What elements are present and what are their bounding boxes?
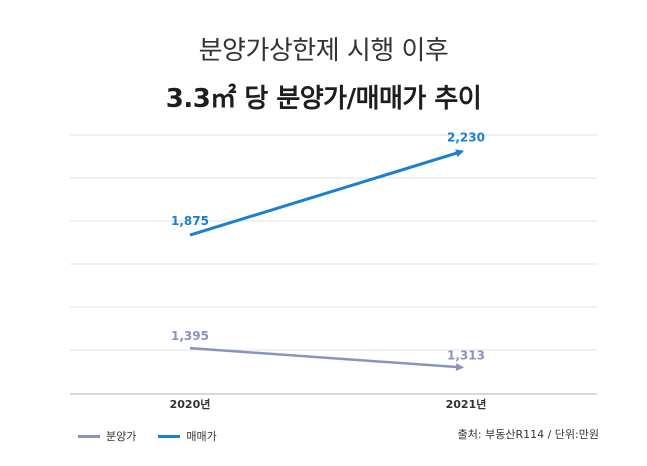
data-label: 1,875 [171,214,209,228]
legend-label-presale: 분양가 [106,430,137,443]
source-note: 출처: 부동산R114 / 단위:만원 [457,428,599,441]
grid-lines [70,134,597,351]
series-line-presale [189,346,464,371]
legend-item-sale: 매매가 [158,428,217,444]
legend-label-sale: 매매가 [186,430,217,443]
data-label: 2,230 [447,130,485,144]
series-layer: 1,395 1,313 1,875 2,230 [171,130,485,371]
x-tick-labels: 2020년 2021년 [170,397,487,411]
chart-title-line2: 3.3㎡ 당 분양가/매매가 추이 [165,84,482,114]
chart-title-line1: 분양가상한제 시행 이후 [198,36,449,66]
x-tick-label: 2020년 [170,397,211,411]
series-line-sale [189,149,464,237]
legend-item-presale: 분양가 [78,428,136,444]
data-label: 1,395 [171,329,209,343]
legend: 분양가 매매가 [78,428,239,444]
legend-swatch-presale [78,434,100,438]
data-label: 1,313 [447,348,485,362]
legend-swatch-sale [158,434,181,438]
x-tick-label: 2021년 [446,397,487,411]
